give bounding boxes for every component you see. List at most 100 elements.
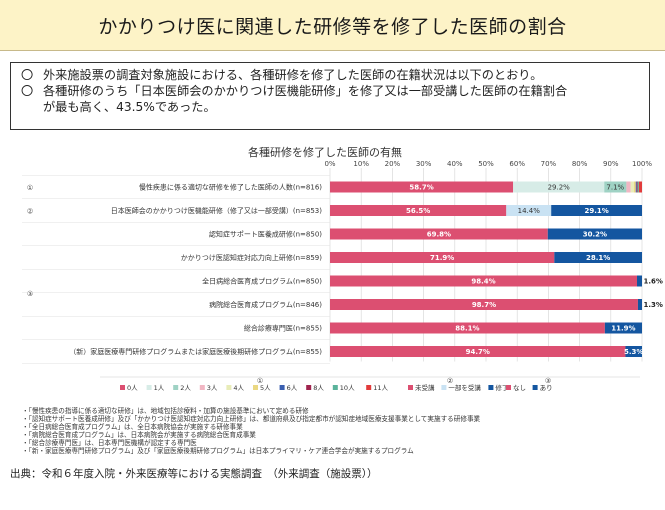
legend-swatch [226, 385, 232, 390]
bar-segment [330, 275, 638, 287]
bar-segment [513, 181, 605, 193]
chart-title: 各種研修を修了した医師の有無 [248, 146, 402, 159]
group-marker: ① [27, 184, 33, 192]
legend-label: 4人 [233, 384, 244, 392]
summary-box: 〇 外来施設票の調査対象施設における、各種研修を修了した医師の在籍状況は以下のと… [10, 62, 650, 130]
bar-segment [636, 181, 638, 193]
x-tick-label: 100% [632, 160, 652, 168]
legend-label: 5人 [260, 384, 271, 392]
bar-segment [626, 181, 631, 193]
x-tick-label: 40% [447, 160, 463, 168]
category-label: 病院総合医育成プログラム(n=846) [209, 300, 322, 309]
category-label: （新）家庭医療専門研修プログラムまたは家庭医療後期研修プログラム(n=855) [69, 347, 322, 356]
x-tick-label: 20% [385, 160, 401, 168]
legend-label: 一部を受講 [448, 383, 481, 392]
bar-segment [630, 181, 634, 193]
data-label: 71.9% [430, 254, 454, 262]
bar-segment [330, 346, 626, 357]
footnote: ・「認知症サポート医養成研修」及び「かかりつけ医認知症対応力向上研修」は、都道府… [22, 414, 481, 423]
x-tick-label: 50% [478, 160, 494, 168]
footnote: ・「慢性疾患の指導に係る適切な研修」は、地域包括診療料・加算の施設基準において定… [22, 407, 309, 415]
footnote: ・「全日病総合医育成プログラム」は、全日本病院協会が実施する研修事業 [22, 422, 243, 431]
x-tick-label: 30% [416, 160, 432, 168]
x-tick-label: 60% [509, 160, 525, 168]
bar-segment [506, 205, 552, 216]
legend-swatch [532, 385, 538, 390]
legend-swatch [366, 385, 372, 390]
legend-swatch [332, 385, 338, 390]
bar-segment [330, 322, 605, 334]
title-divider [0, 50, 665, 51]
bar-segment [604, 322, 642, 334]
data-label: 1.3% [644, 301, 663, 309]
legend-label: あり [540, 384, 553, 392]
bar-segment [638, 181, 642, 193]
category-label: 慢性疾患に係る適切な研修を修了した医師の人数(n=816) [139, 183, 322, 192]
bar-segment [330, 252, 555, 263]
summary-text-3: が最も高く、43.5%であった。 [43, 100, 216, 114]
category-label: 総合診療専門医(n=855) [244, 324, 322, 333]
category-label: 日本医師会のかかりつけ医機能研修（修了又は一部受講）(n=853) [111, 206, 322, 215]
footnote: ・「病院総合医育成プログラム」は、日本病院会が実施する病院総合医育成事業 [22, 430, 256, 439]
x-tick-label: 10% [353, 160, 369, 168]
bar-segment [330, 299, 638, 310]
legend-swatch [488, 385, 494, 390]
bar-segment [330, 228, 548, 240]
bar-segment [330, 181, 514, 193]
legend-swatch [173, 385, 179, 390]
source-citation: 出典：令和６年度入院・外来医療等における実態調査 （外来調査（施設票）） [10, 468, 378, 480]
data-label: 29.1% [584, 207, 608, 215]
bar-segment [551, 205, 642, 216]
legend-swatch [199, 385, 205, 390]
summary-line-1: 〇 外来施設票の調査対象施設における、各種研修を修了した医師の在籍状況は以下のと… [21, 67, 639, 83]
bar-segment [635, 181, 637, 193]
bar-segment [554, 252, 642, 263]
bar-segment [633, 181, 636, 193]
data-label: 98.4% [471, 278, 495, 286]
x-tick-label: 0% [324, 160, 335, 168]
category-label: かかりつけ医認知症対応力向上研修(n=859) [181, 253, 322, 262]
data-label: 58.7% [409, 184, 433, 192]
group-marker: ③ [27, 290, 33, 298]
footnote: ・「新・家庭医療専門研修プログラム」及び「家庭医療後期研修プログラム」は日本プラ… [22, 446, 414, 455]
legend-label: 未受講 [415, 383, 435, 392]
data-label: 7.1% [606, 184, 624, 192]
legend-swatch [441, 385, 447, 390]
title-bar: かかりつけ医に関連した研修等を修了した医師の割合 [0, 0, 665, 50]
legend-label: 10人 [340, 384, 355, 392]
data-label: 30.2% [583, 231, 607, 239]
data-label: 69.8% [427, 231, 451, 239]
legend-label: 11人 [373, 384, 388, 392]
legend-label: 0人 [127, 384, 138, 392]
legend-label: 修了 [495, 383, 508, 392]
legend-group-marker: ③ [545, 377, 551, 385]
legend-swatch [408, 385, 413, 390]
bar-segment [604, 181, 627, 193]
legend-group-marker: ② [447, 377, 453, 385]
bar-segment [330, 205, 507, 216]
data-label: 28.1% [586, 254, 610, 262]
bar-segment [637, 181, 639, 193]
footnote: ・「総合診療専門医」は、日本専門医機構が認定する専門医 [22, 438, 197, 447]
category-label: 認知症サポート医養成研修(n=850) [209, 230, 322, 239]
legend-swatch [120, 385, 125, 390]
footnotes: ・「慢性疾患の指導に係る適切な研修」は、地域包括診療料・加算の施設基準において定… [22, 407, 481, 455]
data-label: 56.5% [406, 207, 430, 215]
legend-label: 1人 [154, 384, 165, 392]
x-tick-label: 70% [541, 160, 557, 168]
legend-label: 3人 [207, 384, 218, 392]
data-label: 29.2% [548, 184, 571, 192]
legend-label: 8人 [313, 384, 324, 392]
bullet-icon: 〇 [21, 84, 34, 98]
legend-swatch [506, 385, 511, 390]
x-tick-label: 80% [572, 160, 588, 168]
bar-segment [637, 275, 642, 287]
data-label: 88.1% [455, 325, 479, 333]
legend-group-marker: ① [257, 377, 263, 385]
bar-segment [625, 346, 642, 357]
summary-text-1: 外来施設票の調査対象施設における、各種研修を修了した医師の在籍状況は以下のとおり… [43, 68, 543, 82]
data-label: 1.6% [644, 278, 663, 286]
legend-swatch [306, 385, 312, 390]
data-label: 5.3% [624, 348, 643, 356]
